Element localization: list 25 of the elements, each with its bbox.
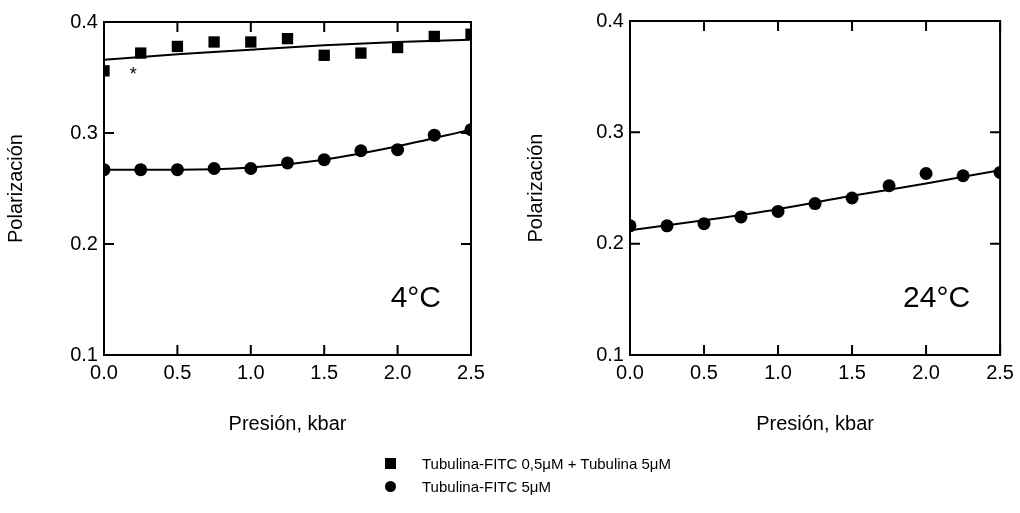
legend-label: Tubulina-FITC 5μM [422, 478, 551, 495]
legend-label: Tubulina-FITC 0,5μM + Tubulina 5μM [422, 455, 671, 472]
y-axis-title: Polarización [3, 134, 26, 243]
y-tick-label: 0.3 [596, 119, 624, 142]
y-tick-label: 0.3 [70, 120, 98, 143]
annotation: * [129, 63, 137, 84]
x-tick-label: 2.0 [383, 360, 412, 383]
x-tick-label: 0.5 [163, 360, 192, 383]
x-tick-label: 1.0 [236, 360, 265, 383]
y-tick-label: 0.4 [596, 8, 624, 31]
y-tick-label: 0.2 [70, 231, 98, 254]
annotation: 4°C [390, 280, 441, 313]
annotation: 24°C [903, 280, 971, 313]
x-axis-title: Presión, kbar [228, 411, 347, 434]
x-tick-label: 2.5 [986, 360, 1014, 383]
x-tick-label: 1.0 [764, 360, 792, 383]
x-tick-label: 2.0 [912, 360, 940, 383]
x-tick-label: 2.5 [457, 360, 485, 383]
x-axis-title: Presión, kbar [756, 411, 875, 434]
x-tick-label: 1.5 [838, 360, 866, 383]
x-tick-label: 1.5 [310, 360, 339, 383]
y-axis-title: Polarización [523, 133, 546, 243]
x-tick-label: 0.5 [690, 360, 718, 383]
y-tick-label: 0.2 [596, 231, 624, 254]
y-tick-label: 0.4 [70, 9, 98, 32]
